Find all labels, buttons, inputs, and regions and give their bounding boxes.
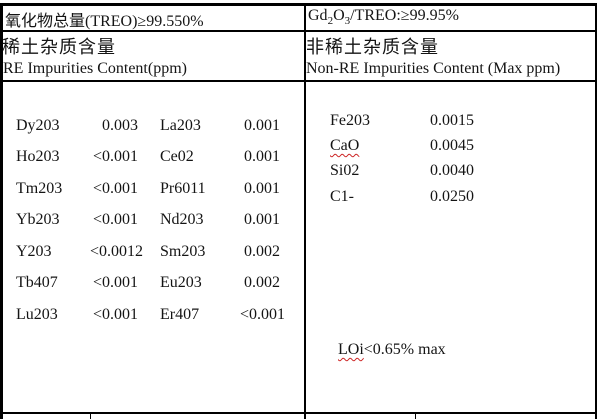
compound-value: 0.0015 (430, 111, 474, 129)
table-row-divider-3 (0, 412, 597, 414)
non-re-impurities-table: Fe203 0.0015 CaO 0.0045 Si02 0.0040 C1- … (330, 108, 474, 210)
table-row: Yb203 <0.001 Nd203 0.001 (16, 205, 280, 237)
element-value: 0.001 (244, 211, 280, 229)
element-value: 0.002 (244, 274, 280, 292)
formula-text: Gd (308, 7, 328, 24)
table-row: Y203 <0.0012 Sm203 0.002 (16, 236, 280, 268)
element-value: <0.0012 (90, 242, 144, 260)
re-impurities-table: Dy203 0.003 La203 0.001 Ho203 <0.001 Ce0… (16, 110, 286, 331)
table-row: Tb407 <0.001 Eu203 0.002 (16, 268, 280, 300)
compound-name: Si02 (330, 162, 360, 180)
compound-value: 0.0250 (430, 187, 474, 205)
element-name: Ce02 (160, 148, 194, 166)
element-value: <0.001 (240, 305, 286, 323)
element-value: <0.001 (92, 211, 138, 229)
formula-text: /TREO:≥99.95% (350, 7, 459, 24)
element-name: La203 (160, 116, 201, 134)
non-re-impurities-title-en: Non-RE Impurities Content (Max ppm) (306, 60, 561, 77)
table-row-divider-1 (0, 30, 597, 32)
loi-note: LOi<0.65% max (338, 341, 446, 359)
element-value: 0.003 (102, 116, 138, 134)
element-name: Pr6011 (160, 179, 206, 197)
table-border-left (0, 3, 3, 419)
table-row: Si02 0.0040 (330, 159, 474, 184)
compound-name: C1- (330, 187, 354, 205)
table-row-divider-2 (0, 80, 597, 82)
element-value: 0.001 (244, 148, 280, 166)
table-row: C1- 0.0250 (330, 184, 474, 209)
formula-subscript: 3 (344, 15, 351, 28)
element-value: <0.001 (92, 274, 138, 292)
table-row: Ho203 <0.001 Ce02 0.001 (16, 142, 280, 174)
element-value: 0.001 (244, 116, 280, 134)
bottom-row-divider-b (415, 414, 416, 419)
non-re-impurities-title-cn: 非稀土杂质含量 (306, 37, 439, 57)
compound-value: 0.0045 (430, 137, 474, 155)
element-value: <0.001 (92, 148, 138, 166)
element-name: Ho203 (16, 148, 60, 166)
bottom-row-divider-a (90, 414, 91, 419)
element-value: 0.002 (244, 242, 280, 260)
formula-subscript: 2 (327, 15, 334, 28)
formula-text: O (333, 7, 345, 24)
element-name: Nd203 (160, 211, 204, 229)
table-row: Dy203 0.003 La203 0.001 (16, 110, 280, 142)
element-name: Tb407 (16, 274, 58, 292)
element-value: <0.001 (92, 179, 138, 197)
treo-total-label: 氧化物总量(TREO)≥99.550% (5, 13, 204, 30)
table-row: Lu203 <0.001 Er407 <0.001 (16, 299, 286, 331)
element-name: Er407 (160, 305, 200, 323)
table-row: Fe203 0.0015 (330, 108, 474, 133)
compound-name: CaO (330, 137, 360, 155)
element-name: Yb203 (16, 211, 60, 229)
re-impurities-title-cn: 稀土杂质含量 (2, 37, 116, 57)
element-name: Dy203 (16, 116, 60, 134)
element-name: Y203 (16, 242, 52, 260)
element-value: 0.001 (244, 179, 280, 197)
table-row: Tm203 <0.001 Pr6011 0.001 (16, 173, 280, 205)
re-impurities-title-en: RE Impurities Content(ppm) (3, 60, 187, 77)
table-border-top (0, 3, 597, 6)
element-name: Sm203 (160, 242, 206, 260)
element-name: Tm203 (16, 179, 63, 197)
loi-limit-text: <0.65% max (363, 341, 446, 358)
table-column-divider (304, 3, 306, 419)
table-border-right (595, 3, 597, 419)
compound-name: Fe203 (330, 111, 370, 129)
table-row: CaO 0.0045 (330, 133, 474, 158)
gd2o3-treo-ratio-label: Gd2O3/TREO:≥99.95% (308, 7, 459, 27)
loi-label: LOi (338, 341, 364, 358)
element-name: Lu203 (16, 305, 58, 323)
element-name: Eu203 (160, 274, 202, 292)
compound-value: 0.0040 (430, 162, 474, 180)
element-value: <0.001 (92, 305, 138, 323)
